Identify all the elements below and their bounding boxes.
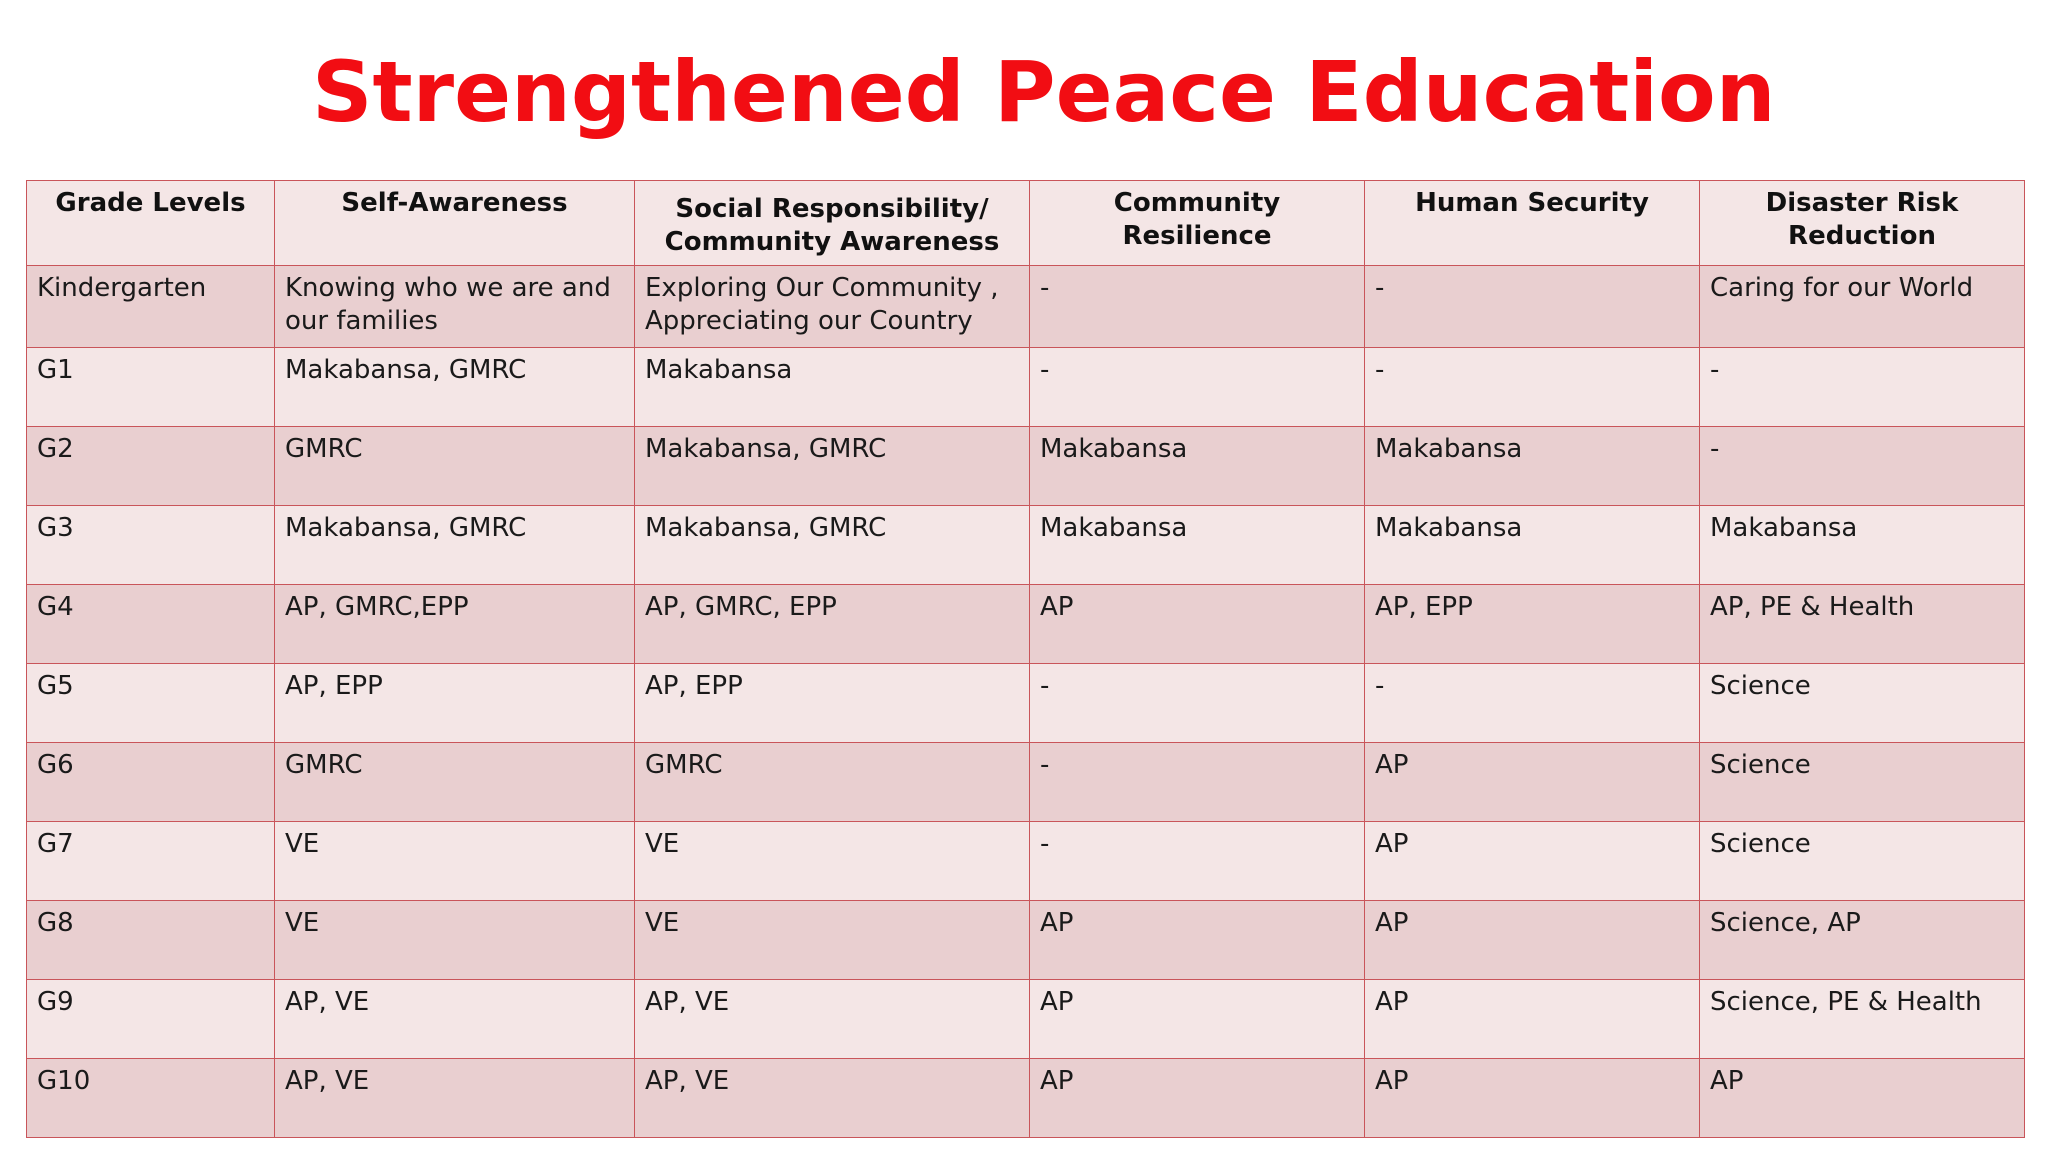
table-cell: AP, GMRC, EPP (634, 584, 1030, 664)
table-row: G9 AP, VE AP, VE AP AP Science, PE & Hea… (26, 979, 2025, 1059)
table-cell: Kindergarten (26, 265, 275, 348)
table-cell: AP (1699, 1058, 2025, 1138)
table-row: G5 AP, EPP AP, EPP - - Science (26, 663, 2025, 743)
table-cell: - (1029, 347, 1365, 427)
table-cell: AP, VE (634, 1058, 1030, 1138)
table-row: G4 AP, GMRC,EPP AP, GMRC, EPP AP AP, EPP… (26, 584, 2025, 664)
table-cell: - (1364, 265, 1700, 348)
table-row: Kindergarten Knowing who we are and our … (26, 265, 2025, 348)
table-cell: AP (1364, 979, 1700, 1059)
table-cell: VE (274, 900, 635, 980)
table-cell: - (1699, 347, 2025, 427)
table-row: G6 GMRC GMRC - AP Science (26, 742, 2025, 822)
table-cell: Makabansa (634, 347, 1030, 427)
table-cell: Science, AP (1699, 900, 2025, 980)
table-cell: G5 (26, 663, 275, 743)
table-cell: G9 (26, 979, 275, 1059)
table-cell: Makabansa (1364, 426, 1700, 506)
table-cell: Science (1699, 742, 2025, 822)
table-row: G2 GMRC Makabansa, GMRC Makabansa Makaba… (26, 426, 2025, 506)
header-disaster-risk-reduction: Disaster Risk Reduction (1699, 180, 2025, 266)
table-cell: Makabansa (1029, 426, 1365, 506)
table-cell: G3 (26, 505, 275, 585)
table-cell: GMRC (634, 742, 1030, 822)
table-cell: - (1364, 347, 1700, 427)
table-cell: Knowing who we are and our families (274, 265, 635, 348)
table-row: G1 Makabansa, GMRC Makabansa - - - (26, 347, 2025, 427)
table-cell: - (1029, 742, 1365, 822)
table-row: G10 AP, VE AP, VE AP AP AP (26, 1058, 2025, 1138)
table-cell: Science (1699, 821, 2025, 901)
table-row: G3 Makabansa, GMRC Makabansa, GMRC Makab… (26, 505, 2025, 585)
header-community-resilience: Community Resilience (1029, 180, 1365, 266)
table-cell: AP, VE (274, 979, 635, 1059)
table-cell: AP, EPP (1364, 584, 1700, 664)
header-social-responsibility: Social Responsibility/ Community Awarene… (634, 180, 1030, 266)
table-cell: VE (634, 821, 1030, 901)
table-cell: AP (1364, 900, 1700, 980)
table-cell: - (1029, 821, 1365, 901)
table-cell: G7 (26, 821, 275, 901)
table-cell: AP (1364, 1058, 1700, 1138)
table-cell: Makabansa, GMRC (274, 505, 635, 585)
table-cell: AP (1029, 979, 1365, 1059)
table-cell: Makabansa, GMRC (634, 426, 1030, 506)
table-cell: AP, EPP (634, 663, 1030, 743)
table-cell: AP, VE (274, 1058, 635, 1138)
table-cell: G1 (26, 347, 275, 427)
table-header-row: Grade Levels Self-Awareness Social Respo… (26, 180, 2025, 266)
table-cell: G6 (26, 742, 275, 822)
table-cell: AP, EPP (274, 663, 635, 743)
table-cell: GMRC (274, 426, 635, 506)
table-cell: AP (1029, 584, 1365, 664)
table-cell: AP (1029, 900, 1365, 980)
table-cell: AP, PE & Health (1699, 584, 2025, 664)
table-cell: Makabansa (1029, 505, 1365, 585)
table-cell: G2 (26, 426, 275, 506)
table-cell: AP (1364, 742, 1700, 822)
table-cell: VE (274, 821, 635, 901)
table-cell: Makabansa (1364, 505, 1700, 585)
header-human-security: Human Security (1364, 180, 1700, 266)
table-cell: Science, PE & Health (1699, 979, 2025, 1059)
table-cell: VE (634, 900, 1030, 980)
header-grade-levels: Grade Levels (26, 180, 275, 266)
table-cell: Caring for our World (1699, 265, 2025, 348)
table-cell: Makabansa, GMRC (634, 505, 1030, 585)
table-cell: - (1029, 663, 1365, 743)
table-cell: - (1364, 663, 1700, 743)
table-cell: AP, VE (634, 979, 1030, 1059)
table-cell: G4 (26, 584, 275, 664)
table-cell: GMRC (274, 742, 635, 822)
table-cell: AP (1364, 821, 1700, 901)
table-cell: Exploring Our Community , Appreciating o… (634, 265, 1030, 348)
table-row: G7 VE VE - AP Science (26, 821, 2025, 901)
curriculum-table: Grade Levels Self-Awareness Social Respo… (26, 180, 2025, 1138)
table-cell: Science (1699, 663, 2025, 743)
slide-title-text: Strengthened Peace Education (312, 43, 1776, 141)
table-cell: AP (1029, 1058, 1365, 1138)
header-self-awareness: Self-Awareness (274, 180, 635, 266)
table-cell: G8 (26, 900, 275, 980)
curriculum-table-container: Grade Levels Self-Awareness Social Respo… (26, 180, 2025, 1138)
table-cell: - (1029, 265, 1365, 348)
table-cell: AP, GMRC,EPP (274, 584, 635, 664)
table-cell: Makabansa, GMRC (274, 347, 635, 427)
table-row: G8 VE VE AP AP Science, AP (26, 900, 2025, 980)
table-body: Kindergarten Knowing who we are and our … (26, 265, 2025, 1138)
table-cell: Makabansa (1699, 505, 2025, 585)
table-cell: G10 (26, 1058, 275, 1138)
table-cell: - (1699, 426, 2025, 506)
